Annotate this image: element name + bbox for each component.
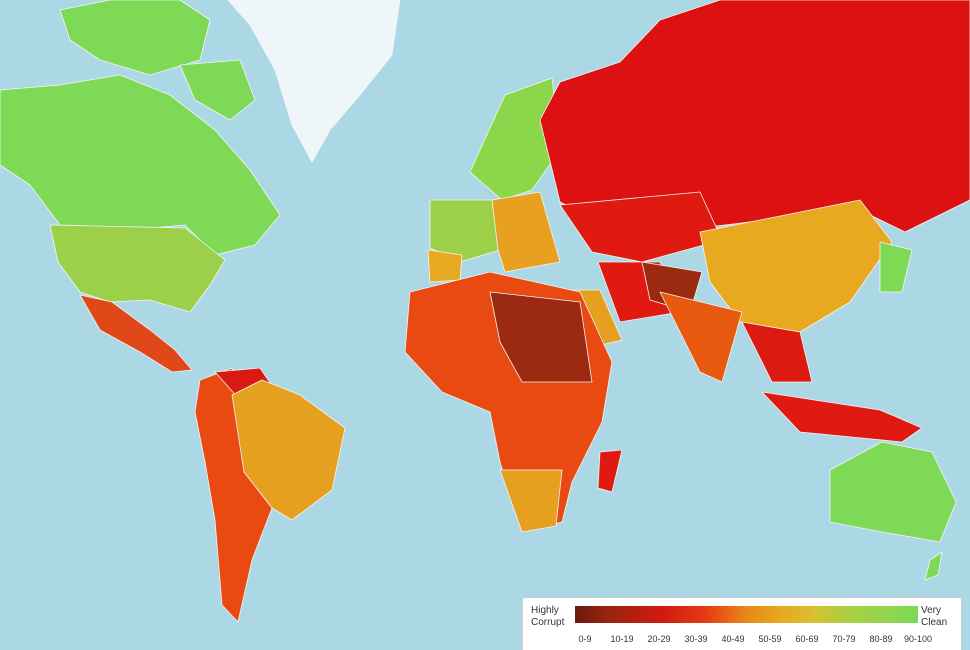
russia [539,0,970,233]
iberia [427,249,463,283]
legend-range-label: 80-89 [869,634,893,644]
legend-range-label: 10-19 [610,634,634,644]
legend-range-label: 30-39 [684,634,708,644]
sahel [489,291,593,383]
legend-range-label: 90-100 [903,634,933,644]
legend-range-label: 20-29 [647,634,671,644]
se-asia [741,321,813,383]
legend-ranges: 0-9 10-19 20-29 30-39 40-49 50-59 60-69 70-79 80… [575,634,940,646]
west-europe [429,199,501,263]
legend-range-label: 40-49 [721,634,745,644]
legend-high-label: Very Clean [921,605,948,628]
legend-range-label: 0-9 [578,634,592,644]
central-asia [559,191,723,263]
china [699,199,893,333]
arctic-islands [59,0,211,76]
legend-gradient [575,606,918,623]
arctic-islands [179,59,256,121]
brazil [231,379,346,521]
japan [879,241,913,293]
mexico [79,294,193,373]
greenland [227,0,401,163]
east-europe [491,191,561,273]
canada [0,74,281,256]
madagascar [597,449,623,493]
southern-africa [499,469,563,533]
indonesia [761,391,923,443]
india [659,291,743,383]
legend-range-label: 70-79 [832,634,856,644]
legend-low-label: Highly Corrupt [531,605,565,628]
usa [49,224,226,313]
new-zealand [924,551,943,581]
australia [829,441,957,543]
legend-range-label: 60-69 [795,634,819,644]
legend-range-label: 50-59 [758,634,782,644]
legend: Highly Corrupt Very Clean 0-9 10-19 20-29 3… [522,597,962,650]
